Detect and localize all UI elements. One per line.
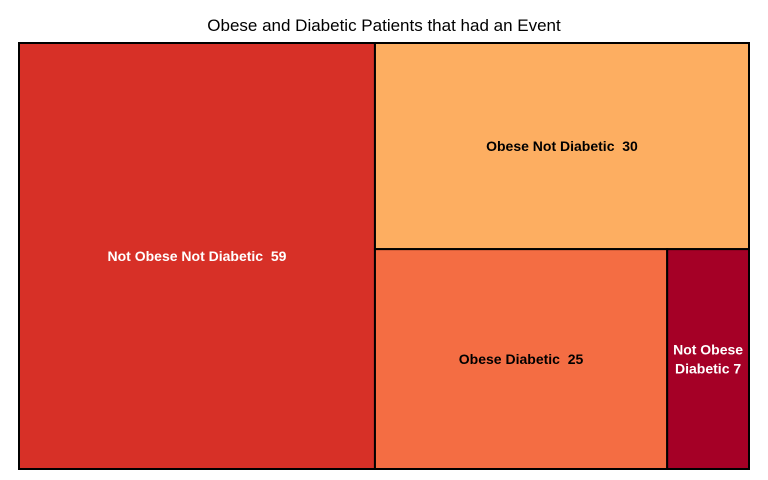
plot-frame <box>18 42 750 470</box>
chart-title: Obese and Diabetic Patients that had an … <box>207 16 561 35</box>
tile-label-obese-diabetic: Obese Diabetic 25 <box>459 351 584 367</box>
tile-label-obese-not-diabetic: Obese Not Diabetic 30 <box>486 138 638 154</box>
tile-label-not-obese-diabetic: Not Obese Diabetic 7 <box>673 342 743 377</box>
tile-label-not-obese-not-diabetic: Not Obese Not Diabetic 59 <box>108 248 287 264</box>
tile-not-obese-diabetic <box>666 248 750 470</box>
